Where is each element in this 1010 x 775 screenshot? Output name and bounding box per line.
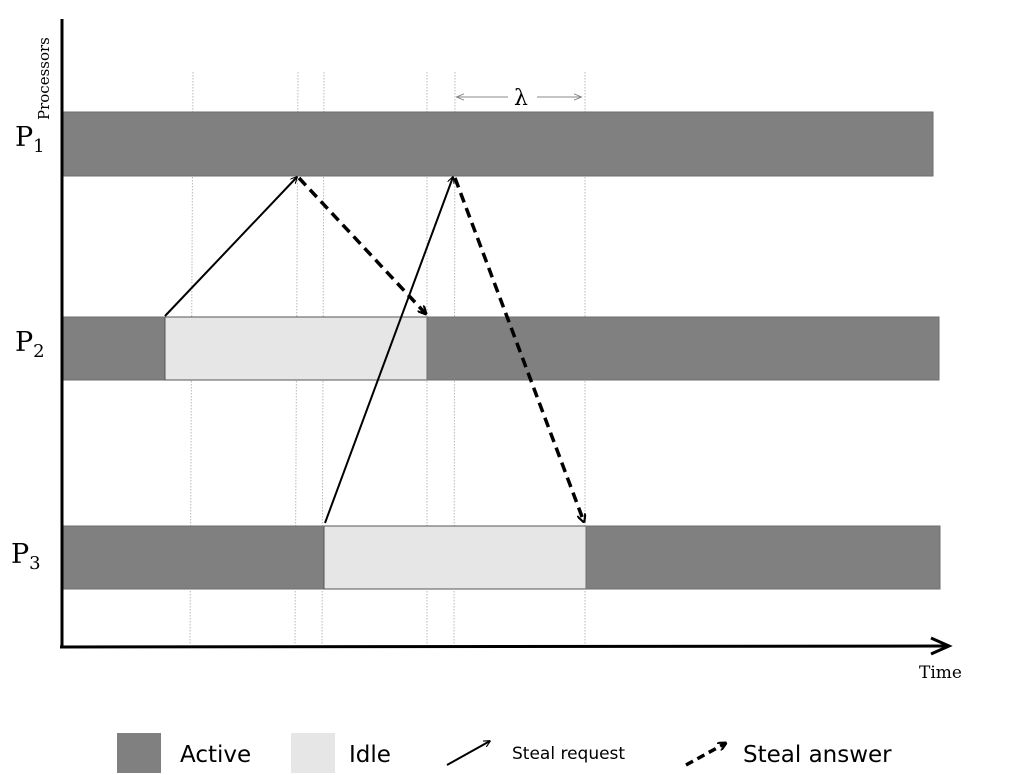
processor-row-p2 [61,316,940,381]
steal-answer-arrow [297,176,426,314]
lambda-annotation: λ [457,86,581,111]
legend-steal-answer-arrow [685,743,726,767]
active-segment [426,316,940,381]
steal-request-arrow [324,177,453,524]
legend-steal-request-label: Steal request [512,744,625,764]
active-segment [61,111,934,177]
axes [59,19,953,656]
steal-request-arrow [164,177,297,317]
processor-label-p1: P1 [15,122,45,157]
processor-label-p2: P2 [15,327,45,362]
processor-row-p1 [61,111,934,177]
legend-steal-answer-label: Steal answer [743,742,892,768]
legend-idle-label: Idle [349,742,391,768]
active-segment [585,525,941,590]
steal-arrows [164,176,584,524]
legend: Active Idle Steal request Steal answer [117,733,892,773]
steal-answer-arrow [453,177,584,522]
idle-segment [323,525,587,590]
x-axis-arrowhead [930,636,953,656]
legend-idle-swatch [291,733,335,773]
idle-segment [164,316,428,381]
active-segment [61,316,166,381]
processor-row-p3 [61,525,941,590]
active-segment [61,525,325,590]
legend-active-swatch [117,733,161,773]
legend-active-label: Active [180,742,251,768]
x-axis-label: Time [919,663,962,683]
processor-label-p3: P3 [11,539,41,574]
x-axis [59,644,947,649]
legend-steal-request-arrow [446,741,490,766]
lambda-label: λ [514,86,528,111]
y-axis-label: Processors [35,37,53,120]
